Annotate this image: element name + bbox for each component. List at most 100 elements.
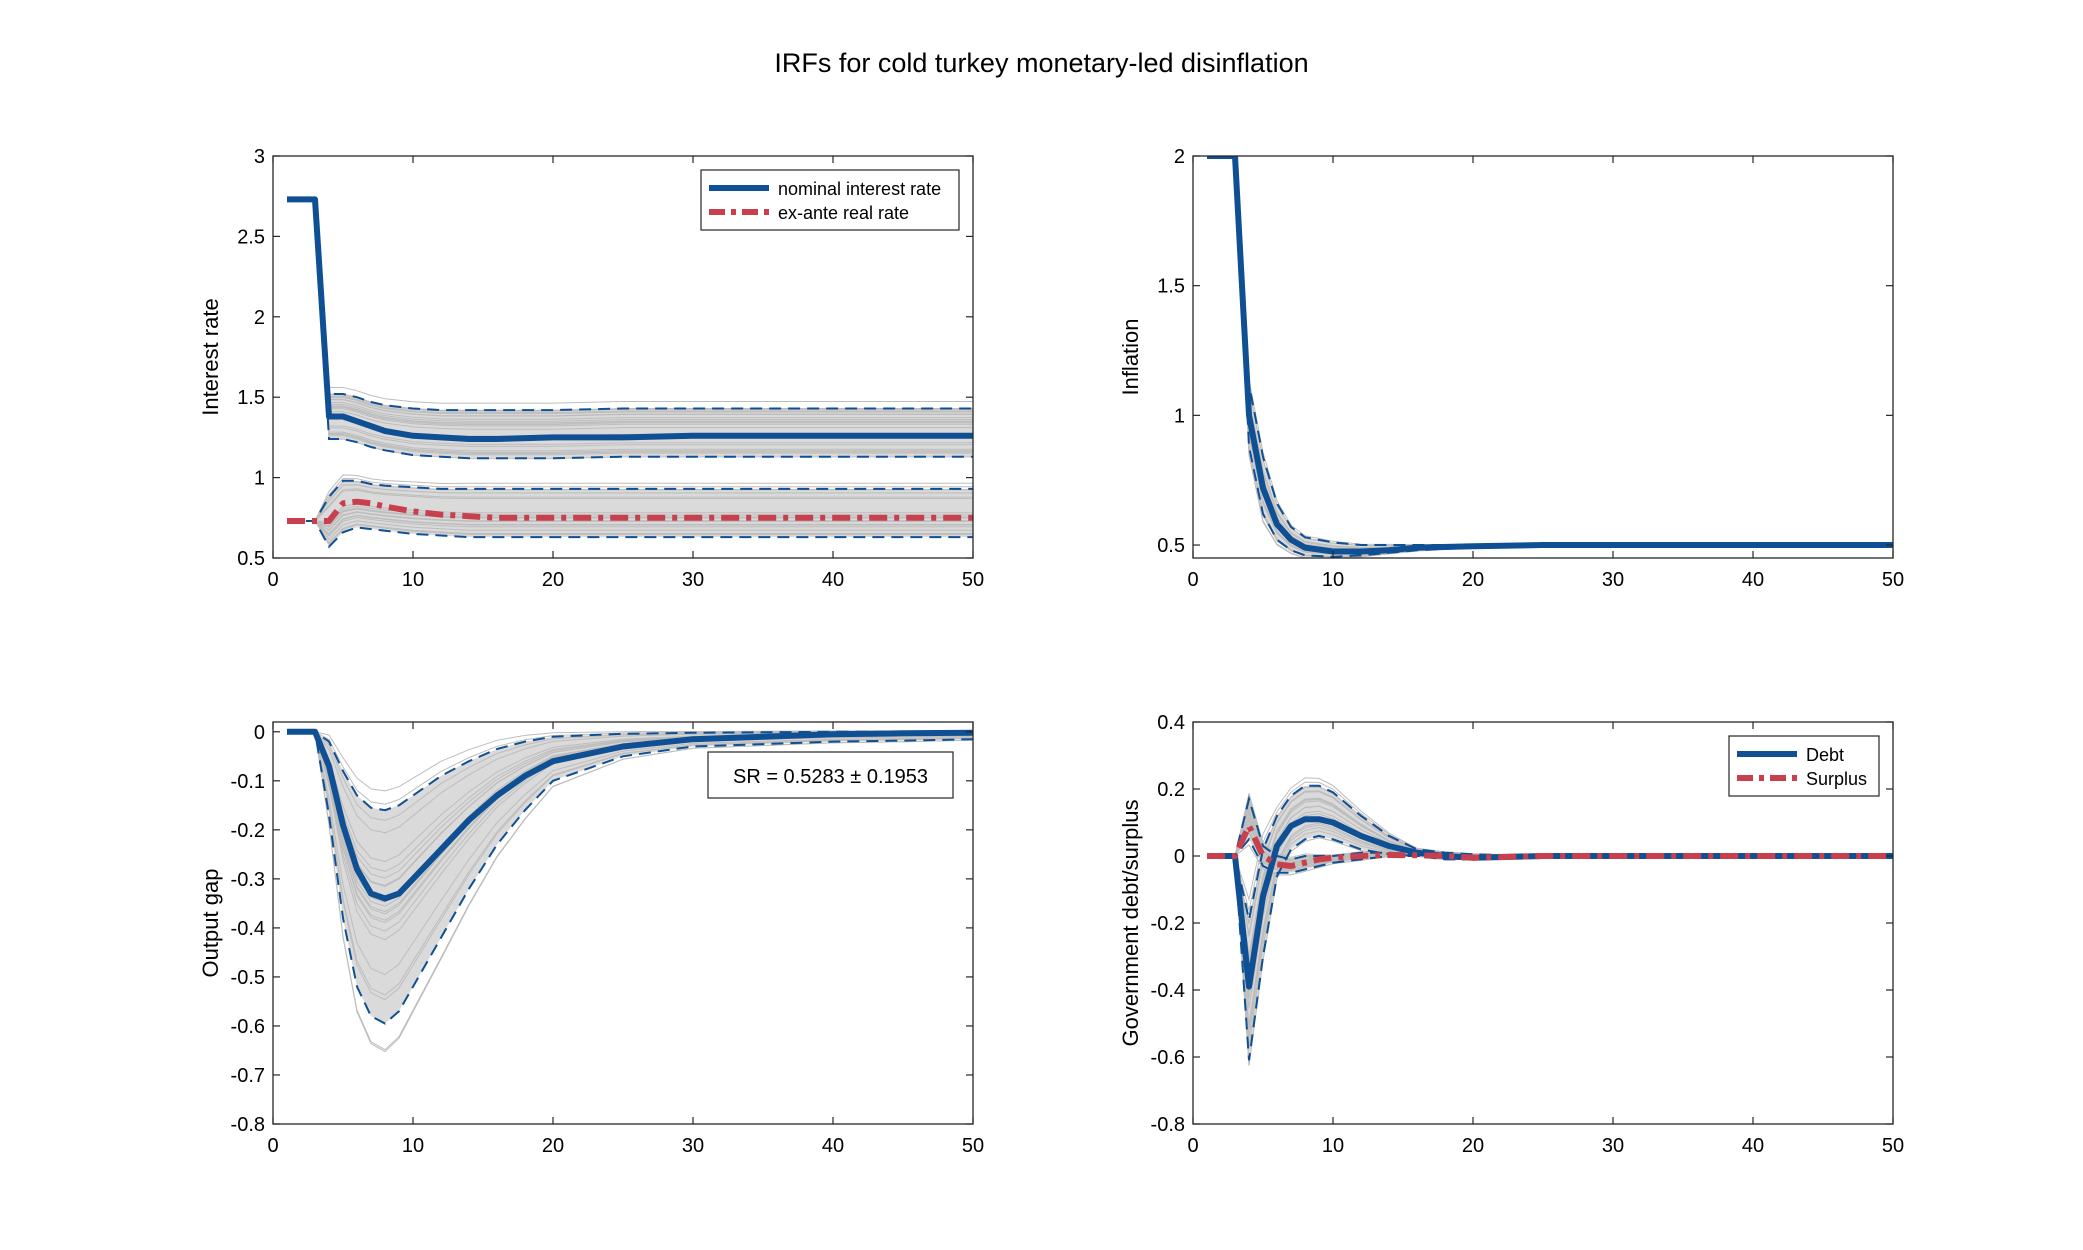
series-2-upper-bound (287, 479, 973, 522)
confidence-band-1 (287, 731, 973, 1024)
series-line-2 (1207, 822, 1893, 869)
x-tick-label: 30 (682, 569, 704, 591)
simulation-draw (1207, 837, 1893, 1066)
confidence-band-1 (1207, 156, 1893, 557)
panel-4: 0 10 20 30 40 50 -0.8 -0.6 -0.4 -0.2 0 0.2 0.4 Govern… (1118, 712, 1904, 1157)
legend: Debt Surplus (1728, 735, 1880, 797)
x-tick-label: 0 (1187, 569, 1198, 591)
legend: nominal interest rate ex-ante real rate (700, 169, 960, 231)
legend-label: Surplus (1806, 769, 1867, 789)
simulation-draw (287, 198, 973, 425)
x-tick-label: 30 (1602, 1135, 1624, 1157)
y-tick-label: -0.5 (231, 967, 265, 989)
panel-1: 0 10 20 30 40 50 0.5 1 1.5 2 2.5 3 Interest rate nomi… (198, 146, 984, 591)
x-tick-label: 40 (1742, 569, 1764, 591)
series-line-1 (287, 196, 973, 442)
simulation-draw (1207, 156, 1893, 551)
y-tick-label: 1.5 (1157, 276, 1185, 298)
simulation-draw (1207, 156, 1893, 552)
simulation-draw (287, 198, 973, 411)
simulation-draw (287, 198, 973, 427)
legend-box (700, 169, 960, 231)
simulation-draw (1207, 156, 1893, 549)
plot-area (287, 196, 973, 549)
x-tick-label: 10 (402, 1135, 424, 1157)
simulation-draw (287, 198, 973, 420)
y-tick-label: 1 (1174, 405, 1185, 427)
y-tick-label: -0.8 (231, 1114, 265, 1136)
confidence-band-1 (287, 199, 973, 459)
simulation-draw (287, 489, 973, 522)
series-line-1 (287, 728, 973, 902)
simulation-draw (1207, 156, 1893, 558)
annotation-box (707, 751, 954, 799)
axes-box (272, 721, 974, 1125)
x-tick-label: 50 (962, 1135, 984, 1157)
y-tick-label: 2 (254, 307, 265, 329)
x-tick-label: 0 (267, 1135, 278, 1157)
x-tick-label: 0 (267, 569, 278, 591)
simulation-draw (1207, 156, 1893, 558)
simulation-draw (287, 731, 973, 834)
simulation-draw (287, 516, 973, 537)
y-tick-label: -0.6 (1151, 1047, 1185, 1069)
simulation-draw (1207, 156, 1893, 555)
y-axis-label: Inflation (1118, 318, 1143, 395)
y-tick-label: 2.5 (237, 226, 265, 248)
figure-title: IRFs for cold turkey monetary-led disinf… (774, 48, 1309, 78)
x-tick-label: 0 (1187, 1135, 1198, 1157)
simulation-draw (1207, 156, 1893, 547)
x-tick-label: 40 (822, 569, 844, 591)
simulation-draw (1207, 156, 1893, 550)
x-tick-label: 40 (822, 1135, 844, 1157)
simulation-draw (1207, 156, 1893, 553)
y-tick-label: -0.2 (1151, 913, 1185, 935)
simulation-draw (287, 198, 973, 424)
simulation-draw (287, 198, 973, 417)
x-tick-label: 50 (962, 569, 984, 591)
y-tick-label: 0 (254, 722, 265, 744)
simulation-draw (287, 198, 973, 422)
legend-label: Debt (1806, 745, 1844, 765)
x-tick-label: 50 (1882, 1135, 1904, 1157)
y-tick-label: 2 (1174, 146, 1185, 168)
series-1-lower-bound (287, 730, 973, 1025)
simulation-draw (1207, 156, 1893, 555)
series-1-lower-bound (1207, 156, 1893, 558)
x-tick-label: 30 (682, 1135, 704, 1157)
simulation-draw (1207, 156, 1893, 546)
simulation-draw (1207, 156, 1893, 558)
y-axis-label: Output gap (198, 869, 223, 978)
x-tick-label: 10 (1322, 1135, 1344, 1157)
simulation-draw (1207, 156, 1893, 553)
simulation-draw (287, 198, 973, 437)
simulation-draw (1207, 156, 1893, 555)
plot-area (287, 728, 973, 1053)
simulation-draw (287, 198, 973, 424)
y-tick-label: 0 (1174, 846, 1185, 868)
simulation-draw (287, 198, 973, 415)
simulation-draw (1207, 156, 1893, 555)
plot-area (1207, 156, 1893, 558)
simulation-draw (287, 198, 973, 430)
y-tick-label: 3 (254, 146, 265, 168)
simulation-draw (287, 511, 973, 531)
y-tick-label: -0.4 (231, 918, 265, 940)
series-line-1 (1207, 816, 1893, 990)
y-tick-label: -0.1 (231, 771, 265, 793)
simulation-draw (1207, 156, 1893, 549)
axes-box (1192, 155, 1894, 559)
simulation-draw (287, 730, 973, 792)
axes-box (272, 155, 974, 559)
x-tick-label: 20 (1462, 569, 1484, 591)
y-tick-label: 1 (254, 468, 265, 490)
y-tick-label: 0.4 (1157, 712, 1185, 734)
simulation-draw (287, 731, 973, 1053)
simulation-draw (1207, 156, 1893, 557)
simulation-draw (287, 474, 973, 522)
y-tick-label: 0.5 (1157, 535, 1185, 557)
y-axis-label: Interest rate (198, 298, 223, 415)
simulation-draw (1207, 156, 1893, 549)
annotation: SR = 0.5283 ± 0.1953 (707, 751, 954, 799)
y-tick-label: 0.2 (1157, 779, 1185, 801)
